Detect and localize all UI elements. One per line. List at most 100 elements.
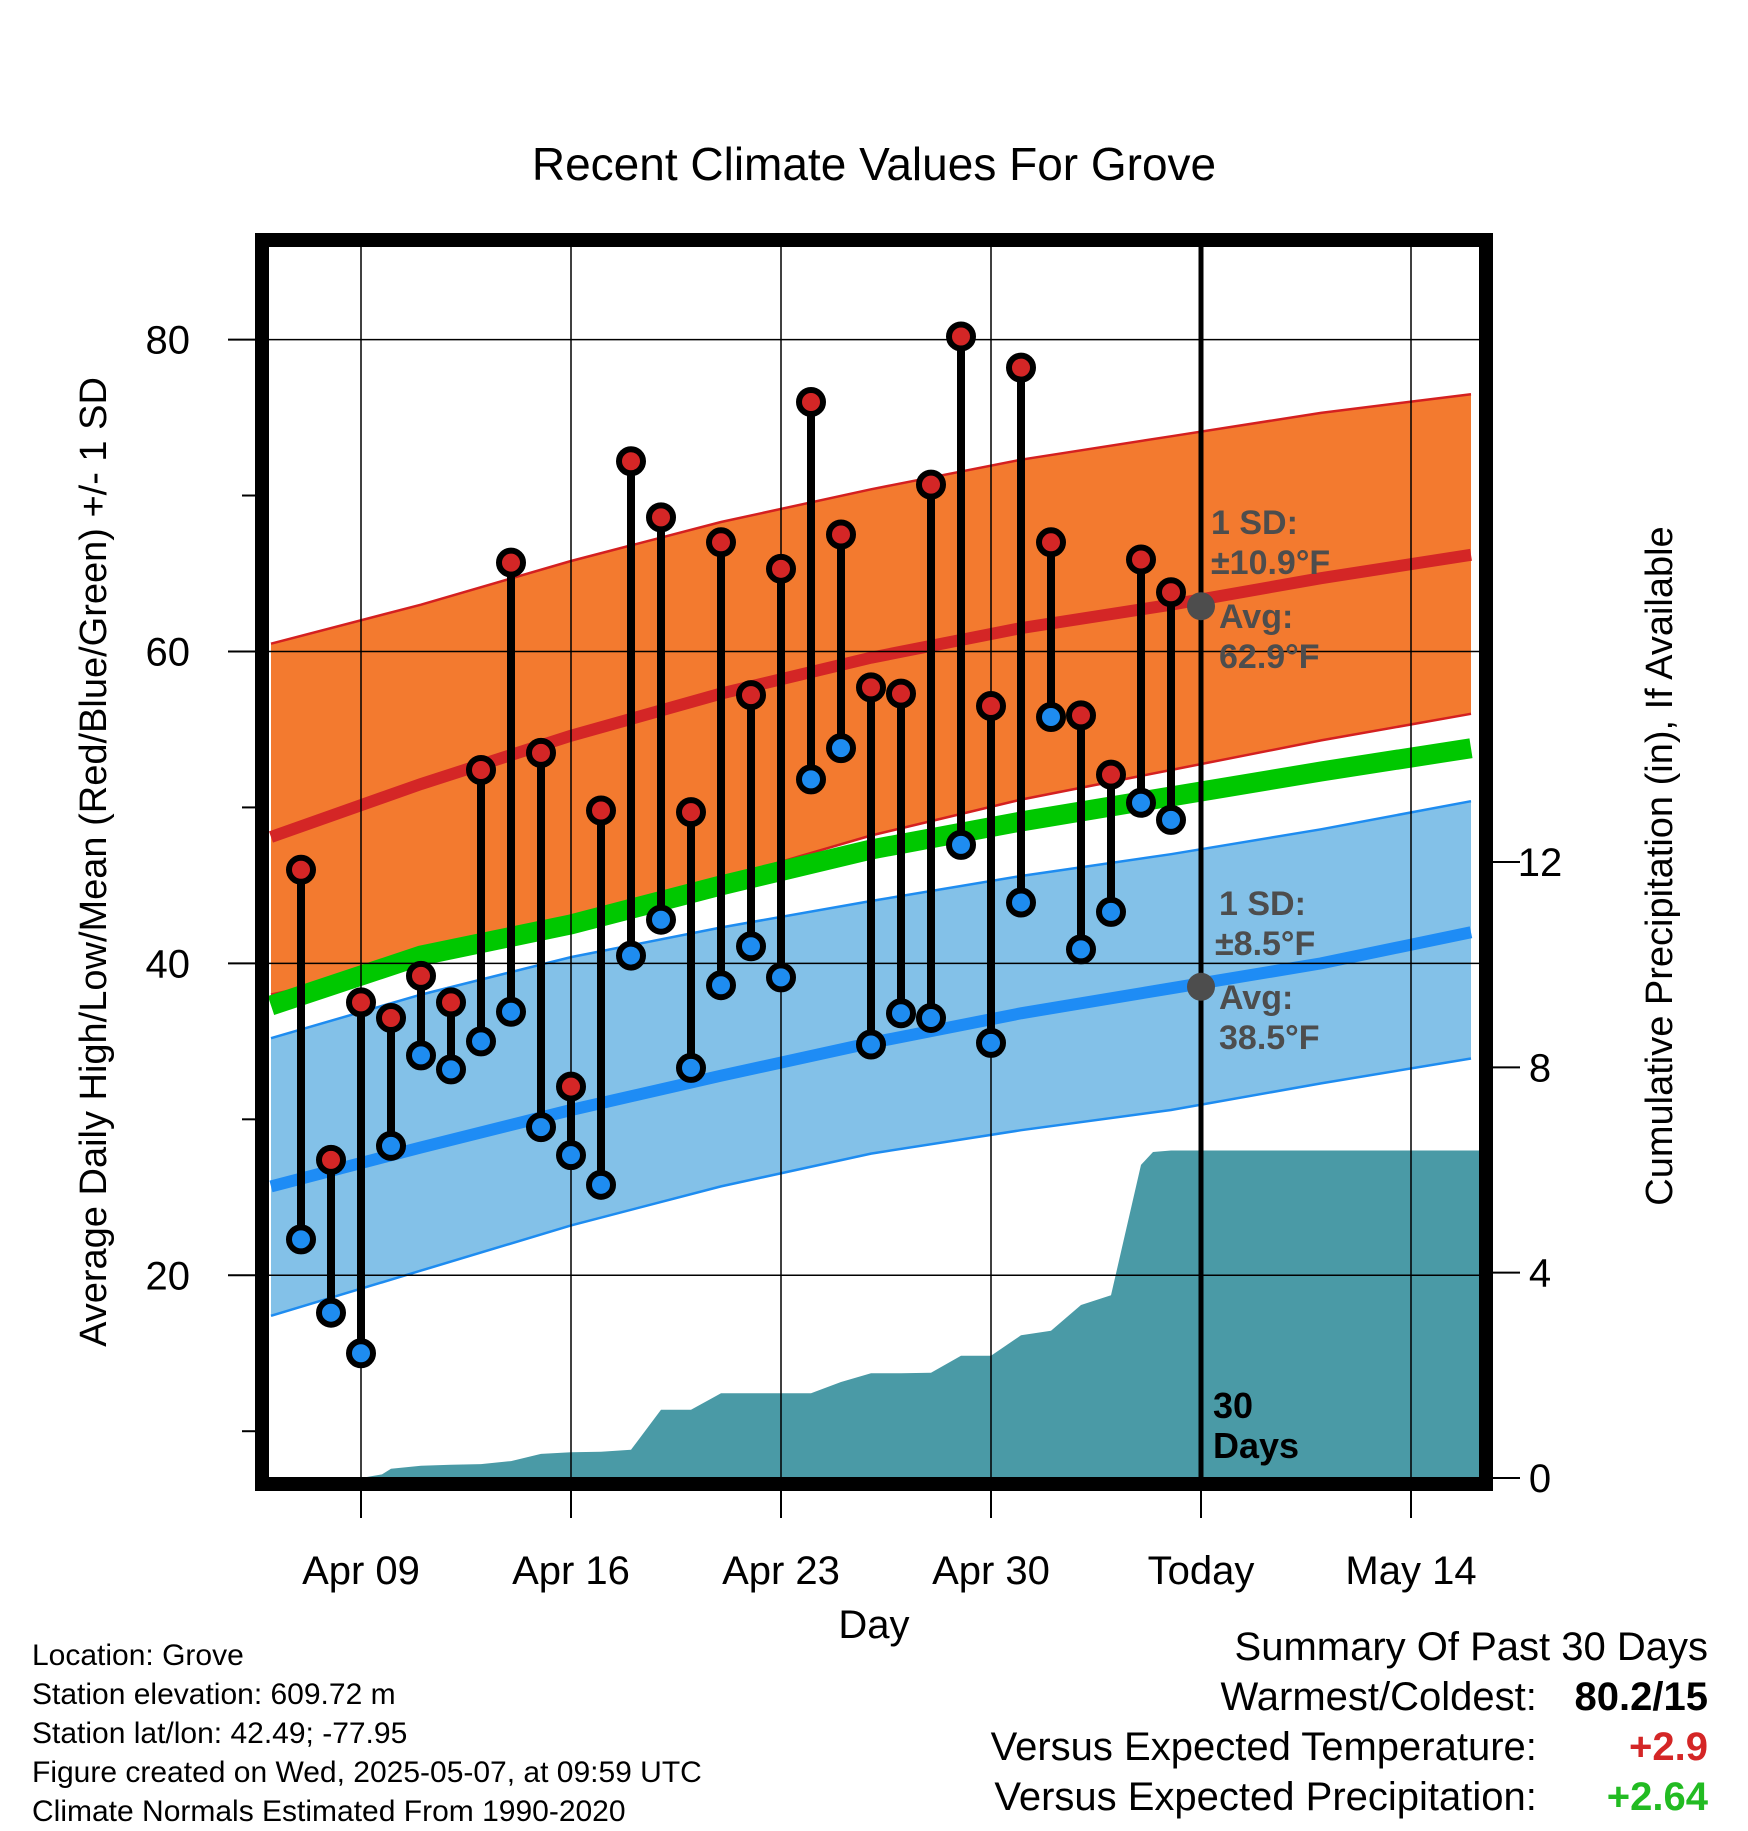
y2-tick-label: 8 (1529, 1046, 1551, 1090)
daily-high-point (346, 987, 376, 1018)
x-tick-label: Apr 09 (302, 1549, 420, 1593)
daily-low-point (556, 1140, 586, 1171)
daily-high-point (1126, 544, 1156, 575)
high-sd-label: 1 SD: (1211, 504, 1298, 542)
daily-low-point (436, 1054, 466, 1085)
daily-high-point (646, 502, 676, 533)
x-tick-label: May 14 (1345, 1549, 1476, 1593)
plot-contents (268, 246, 1480, 1478)
daily-low-point (286, 1224, 316, 1255)
daily-high-point (976, 691, 1006, 722)
daily-high-point (316, 1144, 346, 1175)
daily-low-point (406, 1040, 436, 1071)
daily-low-point (1126, 787, 1156, 818)
daily-high-point (736, 680, 766, 711)
chart-title: Recent Climate Values For Grove (532, 138, 1216, 190)
daily-high-point (1156, 577, 1186, 608)
daily-low-point (886, 998, 916, 1029)
today-label-line2: Days (1213, 1425, 1299, 1466)
daily-high-point (1006, 352, 1036, 383)
high-avg-marker (1187, 592, 1215, 621)
daily-low-point (946, 829, 976, 860)
daily-low-point (526, 1112, 556, 1143)
today-label-line1: 30 (1213, 1385, 1253, 1426)
y-tick-label: 60 (146, 630, 191, 674)
low-avg-value: 38.5°F (1219, 1019, 1320, 1057)
daily-low-point (1096, 896, 1126, 927)
daily-high-point (526, 737, 556, 768)
high-avg-value: 62.9°F (1219, 638, 1320, 676)
daily-low-point (766, 962, 796, 993)
daily-high-point (886, 678, 916, 709)
created-text: Figure created on Wed, 2025-05-07, at 09… (32, 1756, 702, 1789)
daily-high-point (466, 754, 496, 785)
summary-warm-cold-row: Warmest/Coldest: 80.2/15 (991, 1672, 1709, 1722)
summary-temp-row: Versus Expected Temperature: +2.9 (991, 1722, 1708, 1772)
low-sd-label: 1 SD: (1219, 885, 1306, 923)
elevation-text: Station elevation: 609.72 m (32, 1678, 396, 1711)
precip-label: Versus Expected Precipitation: (994, 1775, 1537, 1819)
daily-high-point (1036, 527, 1066, 558)
temp-value: +2.9 (1629, 1725, 1708, 1769)
y-axis-label: Average Daily High/Low/Mean (Red/Blue/Gr… (73, 377, 115, 1347)
high-band-upper-edge (270, 392, 1472, 645)
x-axis-label: Day (838, 1603, 909, 1647)
daily-low-point (976, 1027, 1006, 1058)
daily-low-point (586, 1169, 616, 1200)
summary-precip-row: Versus Expected Precipitation: +2.64 (991, 1772, 1708, 1822)
y-tick-label: 40 (146, 942, 191, 986)
daily-high-point (616, 446, 646, 477)
normals-text: Climate Normals Estimated From 1990-2020 (32, 1795, 626, 1828)
station-info: Location: Grove Station elevation: 609.7… (32, 1636, 702, 1831)
y2-tick-label: 12 (1518, 841, 1563, 885)
daily-low-point (616, 940, 646, 971)
daily-low-point (346, 1338, 376, 1369)
y2-tick-label: 0 (1529, 1457, 1551, 1501)
daily-high-point (946, 321, 976, 352)
daily-low-point (676, 1052, 706, 1083)
daily-high-point (436, 987, 466, 1018)
daily-high-point (856, 672, 886, 703)
warm-cold-value: 80.2/15 (1574, 1675, 1708, 1719)
daily-high-point (766, 553, 796, 584)
x-tick-label: Today (1148, 1549, 1255, 1593)
low-avg-label: Avg: (1219, 979, 1293, 1017)
daily-high-point (376, 1002, 406, 1033)
daily-low-point (466, 1026, 496, 1057)
daily-low-point (706, 970, 736, 1001)
x-tick-label: Apr 30 (932, 1549, 1050, 1593)
daily-high-point (1066, 700, 1096, 731)
summary-title: Summary Of Past 30 Days (1234, 1625, 1708, 1669)
precip-value: +2.64 (1606, 1775, 1708, 1819)
high-sd-value: ±10.9°F (1211, 544, 1330, 582)
daily-high-point (1096, 759, 1126, 790)
daily-high-point (706, 527, 736, 558)
y2-tick-label: 4 (1529, 1252, 1551, 1296)
daily-high-point (676, 797, 706, 828)
daily-high-point (406, 960, 436, 991)
y-tick-label: 20 (146, 1254, 191, 1298)
daily-low-point (1036, 701, 1066, 732)
summary-panel: Summary Of Past 30 Days Warmest/Coldest:… (991, 1622, 1708, 1822)
daily-low-point (1156, 804, 1186, 835)
daily-low-point (736, 931, 766, 962)
daily-low-point (916, 1002, 946, 1033)
high-avg-label: Avg: (1219, 598, 1293, 636)
daily-low-point (826, 733, 856, 764)
daily-high-point (796, 386, 826, 417)
x-tick-label: Apr 16 (512, 1549, 630, 1593)
daily-high-point (286, 854, 316, 885)
low-band-lower-edge (270, 1057, 1472, 1317)
daily-low-point (316, 1297, 346, 1328)
low-sd-value: ±8.5°F (1215, 925, 1315, 963)
daily-low-point (1006, 887, 1036, 918)
precipitation-area (271, 1150, 1480, 1478)
daily-high-point (586, 795, 616, 826)
daily-low-point (796, 764, 826, 795)
warm-cold-label: Warmest/Coldest: (1220, 1675, 1537, 1719)
daily-high-point (916, 469, 946, 500)
daily-high-point (826, 519, 856, 550)
daily-low-point (376, 1130, 406, 1161)
